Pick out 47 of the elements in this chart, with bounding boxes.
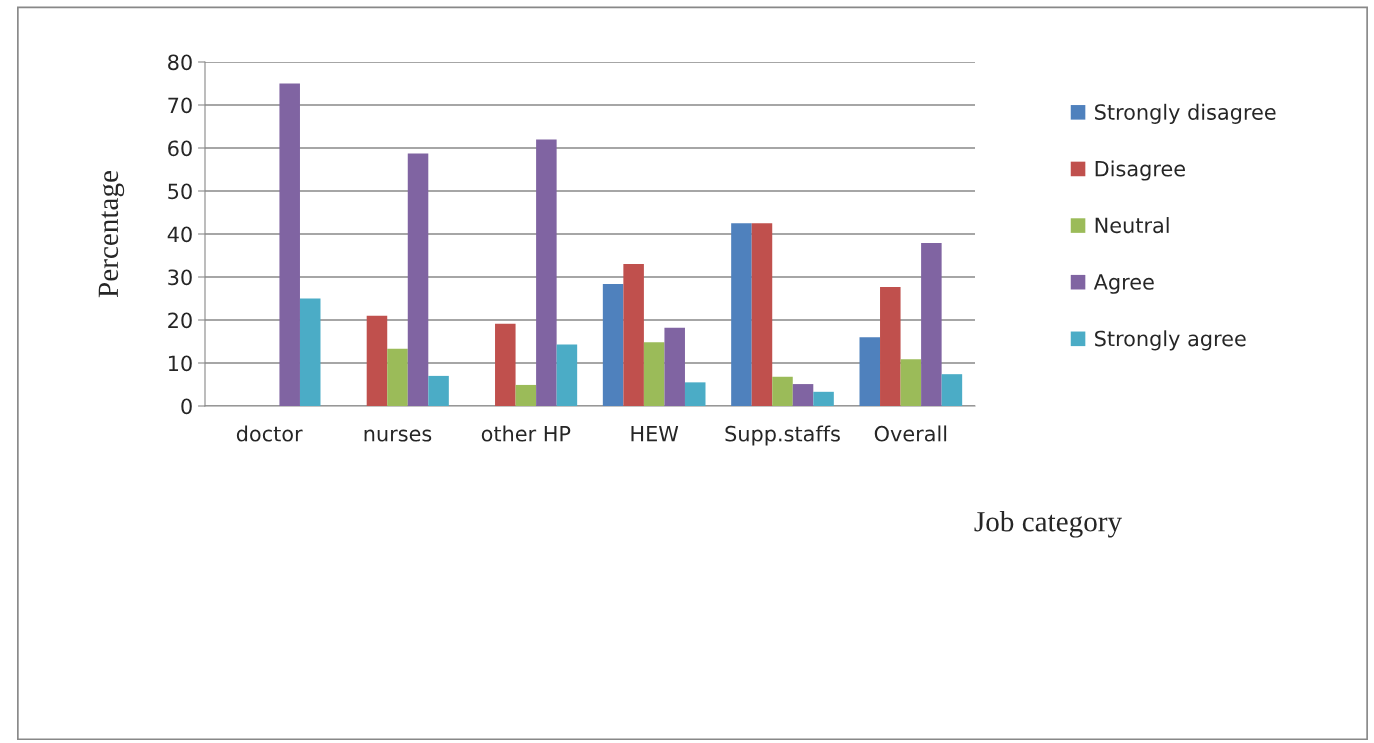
bar <box>921 243 942 406</box>
bar <box>751 223 773 406</box>
bar <box>556 344 578 406</box>
bar <box>859 337 881 406</box>
x-tick-label: other HP <box>481 425 571 442</box>
x-tick-label: Overall <box>874 425 947 442</box>
bar <box>684 382 706 406</box>
x-tick-label: nurses <box>364 429 432 442</box>
bar <box>731 223 752 406</box>
bar <box>515 384 537 406</box>
y-tick-label: 10 <box>168 355 192 372</box>
bar <box>813 391 834 406</box>
bar <box>299 298 321 406</box>
y-tick-label: 30 <box>168 269 192 286</box>
bar <box>941 374 963 406</box>
bar <box>366 315 388 406</box>
legend-label: Agree <box>1093 274 1154 294</box>
bar <box>407 153 429 406</box>
bar <box>900 359 922 406</box>
y-tick-label: 50 <box>168 183 192 200</box>
bar <box>602 283 624 406</box>
bar <box>279 83 300 406</box>
bar <box>387 348 408 406</box>
x-tick-label: Supp.staffs <box>725 425 840 446</box>
y-tick-label: 40 <box>167 226 192 243</box>
legend-label: Strongly disagree <box>1095 103 1276 124</box>
bar <box>792 384 814 406</box>
y-tick-label: 0 <box>181 398 192 415</box>
legend-label: Strongly agree <box>1095 330 1246 351</box>
y-tick-label: 70 <box>168 97 192 114</box>
bar <box>664 327 685 406</box>
legend-label: Neutral <box>1095 217 1169 234</box>
x-tick-label: HEW <box>631 426 679 442</box>
bar <box>536 139 557 406</box>
bar <box>772 376 793 406</box>
legend-label: Disagree <box>1095 160 1185 181</box>
y-tick-label: 60 <box>168 140 192 157</box>
bar <box>880 286 901 406</box>
y-tick-label: 80 <box>168 54 192 71</box>
x-tick-label: doctor <box>236 425 303 442</box>
bar <box>643 342 665 406</box>
y-axis-title: Percentage <box>98 171 125 298</box>
bar <box>428 375 449 406</box>
bar <box>495 323 516 406</box>
bar <box>623 264 644 406</box>
y-tick-label: 20 <box>168 312 192 329</box>
x-axis-title: Job category <box>974 511 1122 538</box>
